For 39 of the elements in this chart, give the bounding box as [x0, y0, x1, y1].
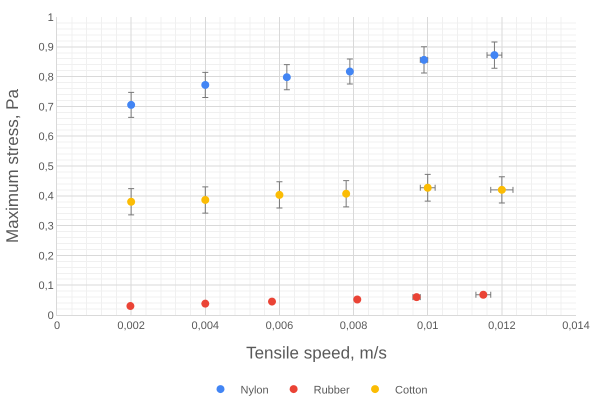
- x-tick-label: 0,004: [192, 320, 220, 332]
- y-tick-label: 0,2: [38, 250, 54, 262]
- point: [479, 290, 488, 299]
- point: [127, 100, 136, 109]
- point: [201, 196, 210, 204]
- point: [490, 51, 498, 60]
- point: [353, 296, 362, 304]
- y-tick-label: 0: [48, 310, 54, 322]
- x-tick-label: 0,002: [117, 320, 145, 332]
- y-tick-label: 0,1: [38, 280, 54, 292]
- y-tick-label: 0,6: [38, 131, 54, 144]
- legend-label: Cotton: [395, 384, 428, 396]
- y-tick-label: 0,5: [38, 160, 54, 173]
- legend-label: Rubber: [314, 384, 350, 396]
- x-tick-label: 0,014: [562, 320, 590, 332]
- point: [346, 68, 354, 76]
- point: [342, 190, 350, 198]
- point: [424, 184, 432, 192]
- y-tick-label: 0,9: [38, 42, 54, 54]
- y-tick-label: 0,3: [38, 220, 54, 232]
- point: [201, 80, 210, 89]
- x-tick-label: 0,012: [488, 320, 516, 332]
- legend-label: Nylon: [240, 384, 269, 396]
- y-tick-label: 0,7: [38, 101, 54, 114]
- point: [201, 300, 210, 308]
- x-tick-label: 0,006: [266, 320, 294, 332]
- y-tick-label: 0,8: [38, 71, 54, 84]
- x-axis-title: Tensile speed, m/s: [246, 344, 387, 363]
- y-tick-label: 0,4: [38, 190, 54, 203]
- y-tick-label: 1: [48, 12, 54, 24]
- point: [282, 73, 291, 82]
- point: [268, 298, 276, 306]
- point: [127, 198, 136, 206]
- x-tick-label: 0,01: [417, 320, 438, 332]
- point: [275, 190, 284, 199]
- point: [126, 302, 134, 310]
- point: [498, 186, 506, 194]
- x-tick-label: 0,008: [340, 320, 368, 332]
- y-axis-title: Maximum stress, Pa: [3, 88, 22, 243]
